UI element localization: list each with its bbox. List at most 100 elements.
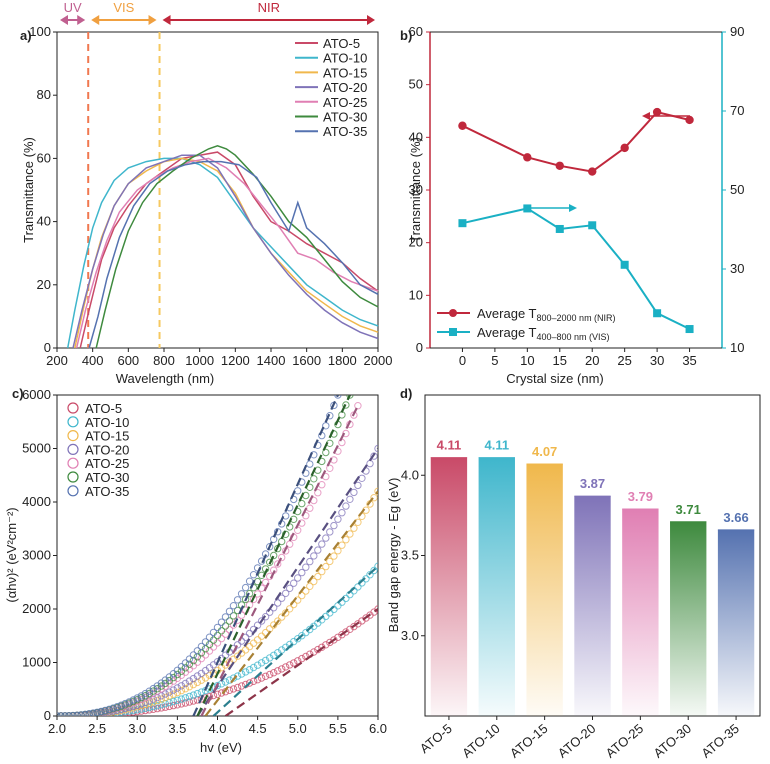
panel-c-data-point <box>294 574 302 582</box>
panel-c-data-point <box>274 599 282 607</box>
panel-b-vis-point <box>555 224 564 233</box>
panel-c-data-point <box>213 690 222 698</box>
panel-d-value-label: 4.11 <box>484 438 509 453</box>
panel-c-data-point <box>249 663 258 672</box>
panel-b-legend-label: Average T800–2000 nm (NIR) <box>477 306 616 323</box>
panel-c-data-point <box>294 657 302 665</box>
panel-c-data-point <box>274 617 282 625</box>
panel-c-x-tick-label: 2.5 <box>88 721 106 736</box>
panel-c-tauc-fit-line <box>212 565 378 716</box>
region-arrow-head-right <box>148 15 157 25</box>
panel-c-data-point <box>233 672 242 680</box>
panel-c-data-point <box>306 504 314 512</box>
panel-b-y2-tick-label: 10 <box>730 340 744 355</box>
panel-c-data-point <box>282 663 290 671</box>
panel-a-series-ato-5 <box>79 151 379 349</box>
panel-c-data-point <box>314 546 322 554</box>
region-arrow-head-left <box>91 15 100 25</box>
panel-c-data-point <box>177 663 186 671</box>
panel-c-tauc-fit-line <box>192 395 339 716</box>
panel-c-data-point <box>261 672 270 680</box>
panel-c-data-point <box>141 700 150 709</box>
panel-c-data-point <box>261 613 270 621</box>
region-arrow-head-left <box>60 15 68 25</box>
panel-c-data-point <box>290 659 298 667</box>
panel-b-vis-point <box>523 204 532 213</box>
panel-c-data-point <box>282 512 290 520</box>
panel-c-data-point <box>266 543 274 551</box>
panel-c-data-point <box>270 621 278 629</box>
panel-c-data-point <box>165 692 174 700</box>
panel-c-data-point <box>197 654 206 663</box>
panel-a-x-tick-label: 1200 <box>221 353 250 368</box>
panel-a-x-axis-label: Wavelength (nm) <box>116 371 215 386</box>
panel-d-value-label: 3.87 <box>580 476 605 491</box>
panel-c-data-point <box>326 528 334 536</box>
panel-c-data-point <box>241 633 250 641</box>
panel-c-data-point <box>173 696 182 704</box>
panel-c-data-point <box>169 670 178 678</box>
region-arrow-head-right <box>367 15 375 25</box>
panel-c-data-point <box>181 699 190 707</box>
panel-c-legend-label: ATO-35 <box>85 484 129 499</box>
panel-c-plot-area <box>57 395 378 716</box>
panel-c-y-axis-label: (αhν)² (eV²cm⁻²) <box>4 507 19 602</box>
panel-b-nir-point <box>588 167 597 176</box>
panel-c-data-point <box>141 689 150 698</box>
panel-c-data-point <box>109 704 117 712</box>
panel-c-legend-marker <box>67 402 79 414</box>
panel-c-data-point <box>274 560 282 568</box>
panel-c-data-point <box>193 647 202 655</box>
panel-b-y2-tick-label: 70 <box>730 103 744 118</box>
panel-c-tauc-plot: c) hv (eV) (αhν)² (eV²cm⁻²) 2.0 2.5 3.0 3.5… <box>4 386 387 755</box>
panel-c-data-point <box>237 611 246 619</box>
panel-c-data-point <box>314 489 322 497</box>
panel-b-y2-tick-label: 50 <box>730 182 744 197</box>
panel-d-value-label: 3.71 <box>676 502 701 517</box>
panel-c-data-point <box>374 605 378 613</box>
panel-c-data-point <box>326 638 334 647</box>
panel-c-data-point <box>257 632 266 640</box>
panel-c-x-tick-label: 3.0 <box>128 721 146 736</box>
panel-c-data-point <box>330 552 338 560</box>
panel-c-data-point <box>189 691 198 699</box>
panel-b-nir-point <box>555 161 564 170</box>
panel-c-data-point <box>153 702 162 710</box>
region-arrow-head-left <box>162 15 171 25</box>
panel-b-nir-point <box>620 143 629 153</box>
panel-c-data-point <box>306 582 314 590</box>
panel-b-y-axis-label: Transmittance (%) <box>408 137 423 243</box>
panel-b-nir-point <box>685 115 694 125</box>
panel-d-category-label: ATO-35 <box>698 721 742 761</box>
panel-c-data-point <box>274 667 282 675</box>
panel-c-data-point <box>121 699 129 708</box>
panel-c-data-point <box>253 661 262 669</box>
panel-c-data-point <box>153 687 162 695</box>
panel-a-y-tick-label: 0 <box>44 340 51 355</box>
panel-c-tauc-fit-line <box>200 405 359 716</box>
panel-c-data-point <box>145 691 154 700</box>
panel-c-data-point <box>338 541 346 549</box>
panel-c-data-point <box>241 668 250 676</box>
panel-c-data-point <box>318 540 326 548</box>
panel-a-legend-label: ATO-30 <box>323 110 367 125</box>
panel-c-data-point <box>318 567 326 576</box>
panel-c-data-point <box>261 656 270 665</box>
panel-b-x-axis-label: Crystal size (nm) <box>506 371 604 386</box>
panel-c-data-point <box>237 590 246 598</box>
panel-c-data-point <box>298 499 306 508</box>
panel-d-y-tick-label: 3.0 <box>401 628 419 643</box>
panel-c-y-tick-label: 1000 <box>22 655 51 670</box>
panel-c-data-point <box>229 674 238 682</box>
panel-c-data-point <box>85 710 93 716</box>
panel-c-data-point <box>318 481 326 489</box>
panel-c-data-point <box>65 712 73 716</box>
panel-b-legend-marker <box>449 309 457 317</box>
panel-b-average-transmittance: b) Crystal size (nm) Transmittance (%) 0… <box>400 24 744 386</box>
panel-b-y-tick-label: 10 <box>409 287 423 302</box>
panel-a-legend-label: ATO-15 <box>323 65 367 80</box>
panel-c-data-point <box>294 487 302 495</box>
panel-c-data-point <box>298 591 306 600</box>
panel-c-data-point <box>237 682 246 690</box>
panel-c-legend-label: ATO-25 <box>85 456 129 471</box>
